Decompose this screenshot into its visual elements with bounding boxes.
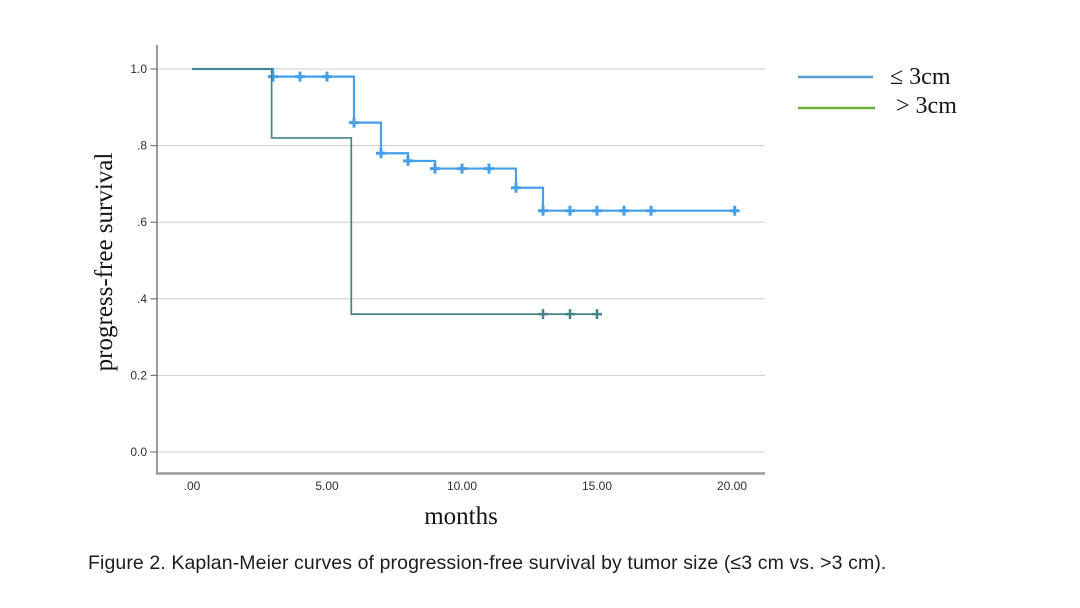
y-tick-label: 0.0: [130, 445, 147, 459]
x-tick-label: 10.00: [447, 479, 477, 493]
y-tick-label: 0.2: [130, 368, 147, 382]
censor-mark: [646, 205, 656, 216]
y-tick-label: .8: [137, 139, 147, 153]
legend: ≤ 3cm > 3cm: [798, 64, 957, 119]
censor-mark: [403, 155, 413, 166]
grid-layer: 0.0 0.2 .4 .6 .8 1.0 .00 5.00 10.00 15.00 20.00: [130, 62, 765, 493]
x-tick-label: 20.00: [717, 479, 747, 493]
censor-mark: [592, 309, 602, 320]
censor-mark: [538, 205, 548, 216]
x-tick-label: .00: [184, 479, 201, 493]
censor-mark: [349, 117, 359, 128]
censor-mark: [538, 309, 548, 320]
censor-mark: [484, 163, 494, 174]
x-axis-title: months: [424, 503, 498, 530]
censor-mark: [457, 163, 467, 174]
censor-mark: [511, 182, 521, 193]
censor-mark: [592, 205, 602, 216]
censor-mark: [565, 205, 575, 216]
censor-mark: [376, 148, 386, 159]
y-tick-label: .4: [137, 292, 147, 306]
y-axis-title: progress-free survival: [91, 153, 118, 372]
x-tick-label: 5.00: [315, 479, 339, 493]
censor-mark: [619, 205, 629, 216]
censor-mark: [295, 71, 305, 82]
legend-label-gt-3cm: > 3cm: [896, 93, 957, 119]
km-curve-gt-3cm: [192, 68, 602, 315]
censor-mark: [729, 205, 740, 216]
x-tick-label: 15.00: [582, 479, 612, 493]
figure-caption: Figure 2. Kaplan-Meier curves of progres…: [88, 552, 887, 574]
censor-mark: [268, 71, 278, 82]
censor-mark: [430, 163, 440, 174]
legend-label-le-3cm: ≤ 3cm: [890, 64, 951, 90]
curve-layer: [192, 67, 740, 320]
km-chart: 0.0 0.2 .4 .6 .8 1.0 .00 5.00 10.00 15.00 20.00 pr…: [91, 45, 957, 530]
censor-mark: [322, 71, 332, 82]
censor-mark: [565, 309, 575, 320]
y-tick-label: .6: [137, 215, 147, 229]
y-tick-label: 1.0: [130, 62, 147, 76]
km-curve-le-3cm: [192, 67, 738, 212]
